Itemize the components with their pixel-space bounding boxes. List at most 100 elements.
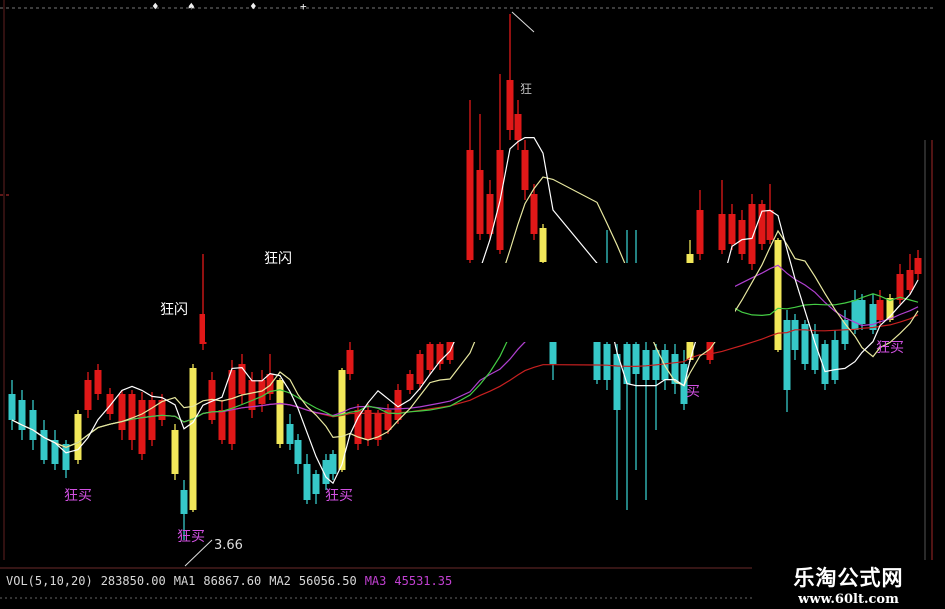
- marker-icon: ♠: [188, 0, 195, 13]
- candle: [266, 354, 274, 400]
- candle: [476, 114, 484, 240]
- candle-body: [436, 344, 444, 364]
- candle: [496, 74, 504, 254]
- candle: [238, 354, 246, 404]
- candle: [312, 470, 320, 504]
- candle-body: [486, 194, 494, 234]
- low-pointer-line: [184, 539, 213, 567]
- candle-body: [138, 400, 146, 454]
- candle: [374, 410, 382, 446]
- candle: [718, 180, 726, 254]
- candle-body: [128, 394, 136, 440]
- candle-body: [748, 204, 756, 264]
- candle: [831, 330, 839, 384]
- candle-body: [728, 214, 736, 244]
- candle-body: [276, 380, 284, 444]
- candle-body: [286, 424, 294, 444]
- candle-body: [94, 370, 102, 394]
- candle-body: [8, 394, 16, 420]
- candle-body: [593, 340, 601, 380]
- candle-body: [506, 80, 514, 130]
- ma10-line: [11, 176, 919, 448]
- candle-body: [738, 220, 746, 254]
- candle-body: [696, 210, 704, 254]
- candle: [364, 404, 372, 446]
- candle: [436, 340, 444, 370]
- candle-body: [811, 334, 819, 370]
- candle-body: [74, 414, 82, 460]
- legend-ma3-label: MA3: [364, 574, 387, 588]
- candle-body: [783, 320, 791, 390]
- candle-body: [158, 400, 166, 420]
- candle: [208, 372, 216, 424]
- candle-body: [801, 324, 809, 364]
- candle: [406, 370, 414, 394]
- candle: [199, 254, 207, 350]
- candle: [652, 344, 660, 430]
- candle: [286, 414, 294, 450]
- legend-ma2-label: MA2: [269, 574, 291, 588]
- legend-ma1-label: MA1: [173, 574, 196, 588]
- signal-flash-top-label: 狂闪: [264, 251, 292, 267]
- candle-body: [914, 258, 922, 274]
- candle-body: [338, 370, 346, 470]
- candle: [466, 100, 474, 264]
- signal-buy-label: 狂买: [177, 529, 205, 545]
- watermark-title: 乐淘公式网: [793, 566, 904, 590]
- candle: [276, 378, 284, 448]
- candle-body: [364, 410, 372, 440]
- candle-body: [896, 274, 904, 300]
- candle: [801, 320, 809, 370]
- candle: [914, 250, 922, 280]
- candle-body: [258, 380, 266, 404]
- candle: [886, 294, 894, 322]
- candle: [94, 364, 102, 400]
- candle: [758, 200, 766, 250]
- candle: [346, 340, 354, 380]
- top-markers: ♦ ♠ ♦ +: [152, 0, 307, 13]
- candle-body: [312, 474, 320, 494]
- candle-body: [416, 354, 424, 384]
- legend-ma1-value: 86867.60: [203, 574, 262, 588]
- candle-body: [266, 374, 274, 394]
- candle-body: [148, 400, 156, 440]
- candle: [218, 400, 226, 444]
- candle-body: [851, 300, 859, 330]
- candle-body: [858, 300, 866, 324]
- legend-ma3-value: 45531.35: [394, 574, 453, 588]
- candle: [18, 390, 26, 440]
- candle-body: [199, 314, 207, 344]
- candle-body: [886, 298, 894, 320]
- candle-body: [774, 240, 782, 350]
- volume-legend: VOL(5,10,20) 283850.00 MA1 86867.60 MA2 56056…: [6, 574, 460, 588]
- candle-body: [821, 344, 829, 384]
- candle: [294, 434, 302, 474]
- marker-icon: ♦: [250, 0, 257, 13]
- candle-body: [84, 380, 92, 410]
- candle-body: [632, 344, 640, 374]
- candle: [8, 380, 16, 430]
- candle-body: [671, 354, 679, 384]
- candle: [858, 294, 866, 330]
- candle: [228, 360, 236, 450]
- candle-body: [876, 300, 884, 320]
- candle-body: [303, 464, 311, 500]
- candle: [118, 390, 126, 440]
- candle-body: [514, 114, 522, 140]
- low-price-label: 3.66: [214, 538, 243, 553]
- marker-icon: ♦: [152, 0, 159, 13]
- candle: [40, 420, 48, 464]
- candle: [486, 180, 494, 240]
- marker-icon: +: [300, 0, 307, 13]
- signal-buy-label: 买: [686, 384, 700, 400]
- candle: [766, 184, 774, 244]
- candle-body: [831, 340, 839, 380]
- candle: [51, 430, 59, 470]
- candle: [171, 424, 179, 480]
- candle: [248, 372, 256, 418]
- candle-body: [869, 304, 877, 330]
- legend-name: VOL(5,10,20): [6, 574, 93, 588]
- candle: [851, 290, 859, 334]
- candle: [322, 454, 330, 490]
- candle-body: [248, 380, 256, 410]
